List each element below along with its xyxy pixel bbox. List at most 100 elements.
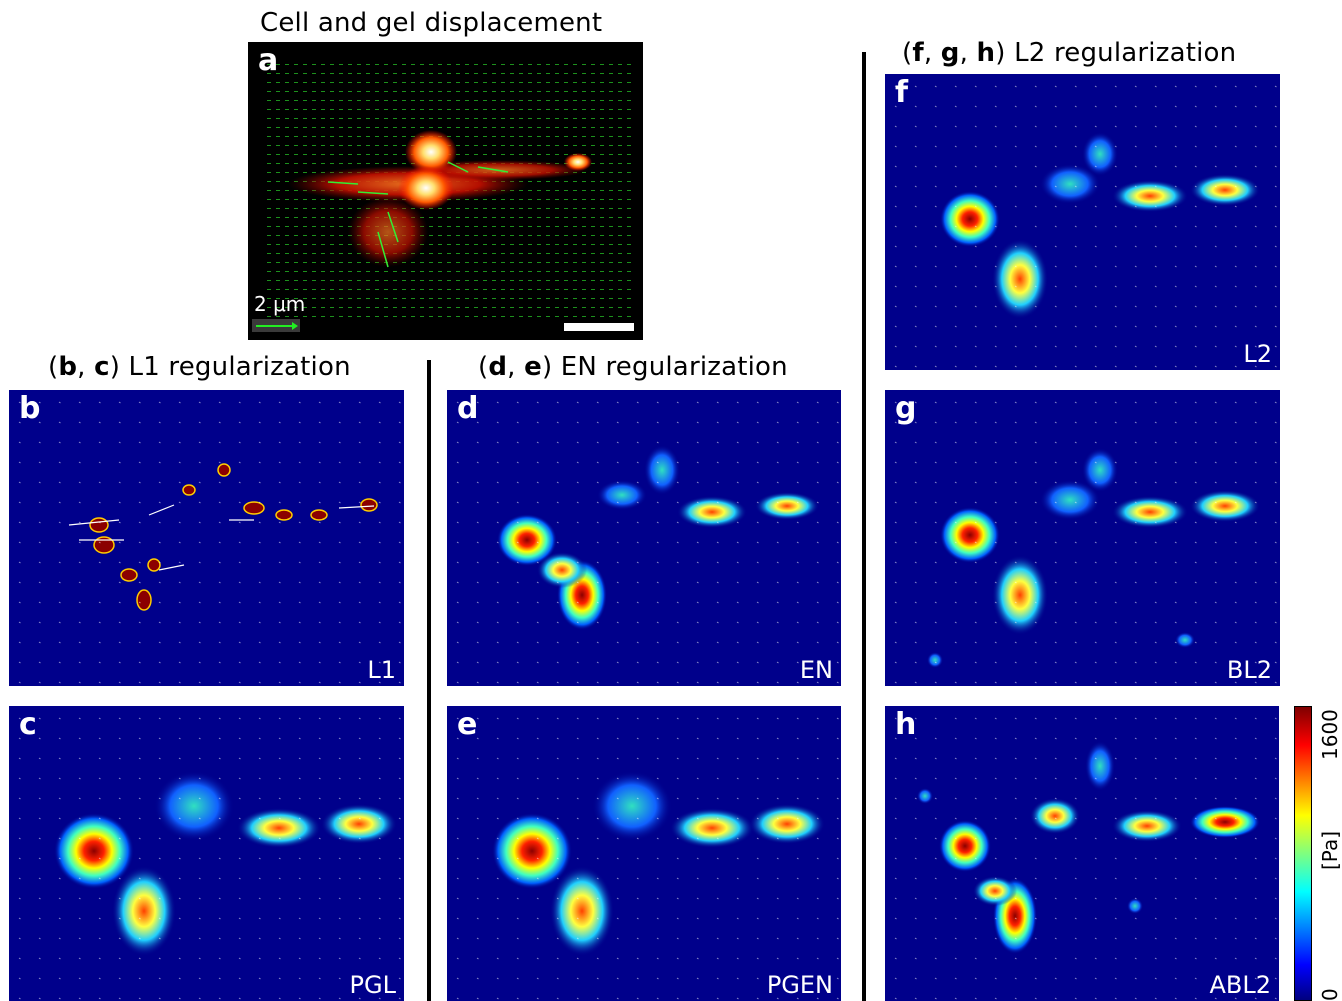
vector-dot bbox=[616, 817, 619, 820]
vector-dot bbox=[894, 145, 897, 148]
vector-dot bbox=[816, 521, 819, 524]
vector-dot bbox=[696, 917, 699, 920]
vector-dot bbox=[198, 601, 201, 604]
vector-dot bbox=[954, 877, 957, 880]
vector-dot bbox=[1254, 481, 1257, 484]
vector-dot bbox=[1114, 817, 1117, 820]
vector-dot bbox=[1234, 757, 1237, 760]
vector-dot bbox=[776, 817, 779, 820]
vector-dot bbox=[994, 521, 997, 524]
vector-dot bbox=[1094, 125, 1097, 128]
vector-dot bbox=[1274, 421, 1277, 424]
vector-dot bbox=[914, 481, 917, 484]
vector-dot bbox=[318, 601, 321, 604]
vector-dot bbox=[1254, 345, 1257, 348]
vector-dot bbox=[1014, 957, 1017, 960]
vector-dot bbox=[238, 977, 241, 980]
vector-dot bbox=[1074, 661, 1077, 664]
vector-dot bbox=[656, 461, 659, 464]
vector-dot bbox=[914, 541, 917, 544]
colorbar bbox=[1294, 706, 1312, 1001]
vector-dot bbox=[954, 325, 957, 328]
vector-dot bbox=[1194, 777, 1197, 780]
vector-dot bbox=[934, 481, 937, 484]
vector-dot bbox=[198, 501, 201, 504]
vector-dot bbox=[476, 621, 479, 624]
vector-dot bbox=[358, 737, 361, 740]
vector-dot bbox=[178, 521, 181, 524]
vector-dot bbox=[716, 837, 719, 840]
vector-dot bbox=[516, 717, 519, 720]
vector-dot bbox=[1094, 245, 1097, 248]
vector-dot bbox=[118, 857, 121, 860]
vector-dot bbox=[1034, 877, 1037, 880]
vector-dot bbox=[1114, 737, 1117, 740]
vector-dot bbox=[616, 897, 619, 900]
vector-dot bbox=[1074, 165, 1077, 168]
vector-dot bbox=[298, 777, 301, 780]
vector-dot bbox=[934, 225, 937, 228]
vector-dot bbox=[1054, 441, 1057, 444]
vector-dot bbox=[58, 661, 61, 664]
vector-dot bbox=[456, 661, 459, 664]
vector-dot bbox=[1234, 717, 1237, 720]
vector-dot bbox=[1094, 957, 1097, 960]
vector-dot bbox=[1274, 757, 1277, 760]
vector-dot bbox=[218, 937, 221, 940]
vector-dot bbox=[218, 977, 221, 980]
vector-dot bbox=[158, 797, 161, 800]
vector-dot bbox=[954, 621, 957, 624]
vector-dot bbox=[636, 977, 639, 980]
vector-dot bbox=[1074, 285, 1077, 288]
divider-en-l2 bbox=[862, 52, 866, 1001]
vector-dot bbox=[1194, 797, 1197, 800]
vector-dot bbox=[576, 977, 579, 980]
vector-dot bbox=[278, 401, 281, 404]
vector-dot bbox=[378, 737, 381, 740]
vector-dot bbox=[178, 937, 181, 940]
vector-dot bbox=[118, 997, 121, 1000]
vector-dot bbox=[616, 717, 619, 720]
vector-dot bbox=[178, 401, 181, 404]
vector-dot bbox=[716, 661, 719, 664]
vector-dot bbox=[636, 681, 639, 684]
vector-dot bbox=[1194, 737, 1197, 740]
vector-dot bbox=[816, 661, 819, 664]
vector-dot bbox=[1154, 245, 1157, 248]
vector-dot bbox=[198, 481, 201, 484]
vector-dot bbox=[496, 521, 499, 524]
vector-dot bbox=[994, 245, 997, 248]
vector-dot bbox=[1254, 421, 1257, 424]
vector-dot bbox=[1094, 997, 1097, 1000]
vector-dot bbox=[1254, 245, 1257, 248]
vector-dot bbox=[676, 737, 679, 740]
vector-dot bbox=[138, 977, 141, 980]
vector-dot bbox=[1174, 481, 1177, 484]
vector-dot bbox=[974, 937, 977, 940]
vector-dot bbox=[18, 681, 21, 684]
vector-dot bbox=[1234, 245, 1237, 248]
vector-dot bbox=[816, 817, 819, 820]
vector-dot bbox=[138, 661, 141, 664]
vector-dot bbox=[536, 817, 539, 820]
vector-dot bbox=[1234, 265, 1237, 268]
vector-dot bbox=[496, 777, 499, 780]
vector-dot bbox=[994, 757, 997, 760]
vector-dot bbox=[1014, 285, 1017, 288]
vector-dot bbox=[796, 441, 799, 444]
scale-bar bbox=[564, 323, 634, 331]
vector-dot bbox=[516, 897, 519, 900]
vector-dot bbox=[178, 917, 181, 920]
vector-dot bbox=[476, 481, 479, 484]
vector-dot bbox=[298, 661, 301, 664]
vector-dot bbox=[1274, 481, 1277, 484]
vector-dot bbox=[1274, 125, 1277, 128]
vector-dot bbox=[318, 401, 321, 404]
vector-dot bbox=[1274, 621, 1277, 624]
vector-dot bbox=[954, 521, 957, 524]
vector-dot bbox=[894, 401, 897, 404]
vector-dot bbox=[736, 717, 739, 720]
vector-dot bbox=[616, 521, 619, 524]
vector-dot bbox=[1154, 581, 1157, 584]
vector-dot bbox=[636, 757, 639, 760]
